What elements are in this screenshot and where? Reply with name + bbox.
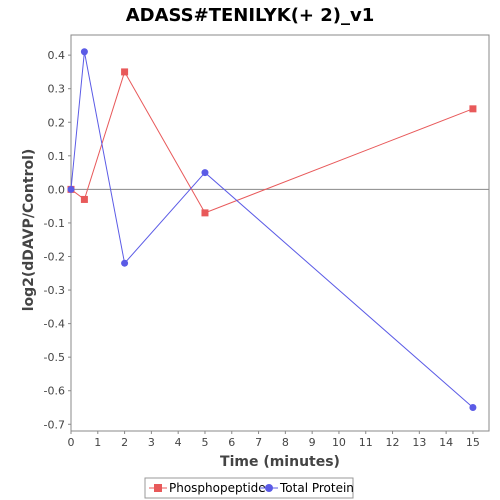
data-point-phosphopeptide (201, 209, 209, 217)
x-tick-label: 14 (439, 436, 453, 449)
y-tick-label: -0.3 (44, 284, 65, 297)
plot-area (70, 34, 490, 432)
y-tick-label: 0.1 (48, 150, 66, 163)
x-tick-label: 6 (228, 436, 235, 449)
data-point-total-protein (121, 259, 129, 267)
x-tick-label: 7 (255, 436, 262, 449)
x-tick-label: 2 (121, 436, 128, 449)
data-point-phosphopeptide (469, 105, 477, 113)
x-axis: 0 1 2 3 4 5 6 7 8 9 10 11 12 13 14 15 (68, 431, 480, 449)
x-axis-label: Time (minutes) (220, 454, 340, 470)
data-point-phosphopeptide (80, 195, 88, 203)
x-tick-label: 12 (386, 436, 400, 449)
legend: Phosphopeptide Total Protein (144, 477, 354, 499)
legend-label-phosphopeptide: Phosphopeptide (169, 481, 266, 495)
legend-label-total-protein: Total Protein (279, 481, 354, 495)
y-tick-label: -0.2 (44, 250, 65, 263)
legend-box (144, 477, 354, 499)
y-tick-label: -0.7 (44, 418, 65, 431)
chart-title: ADASS#TENILYK(+ 2)_v1 (126, 5, 375, 26)
y-tick-label: -0.5 (44, 351, 65, 364)
y-tick-label: 0.2 (48, 116, 66, 129)
x-tick-label: 8 (282, 436, 289, 449)
y-tick-label: 0.4 (48, 49, 66, 62)
data-point-total-protein (201, 169, 209, 177)
y-axis-label: log2(dDAVP/Control) (21, 149, 37, 312)
x-tick-label: 10 (332, 436, 346, 449)
y-tick-label: -0.1 (44, 217, 65, 230)
x-tick-label: 13 (412, 436, 426, 449)
data-point-total-protein (67, 185, 75, 193)
x-tick-label: 9 (309, 436, 316, 449)
x-tick-label: 5 (201, 436, 208, 449)
y-tick-label: -0.6 (44, 385, 65, 398)
y-axis: 0.4 0.3 0.2 0.1 0.0 -0.1 -0.2 -0.3 -0.4 -0.5 -0.6 -… (44, 49, 71, 431)
y-tick-label: -0.4 (44, 318, 65, 331)
x-tick-label: 11 (359, 436, 373, 449)
x-tick-label: 1 (94, 436, 101, 449)
data-point-total-protein (469, 404, 477, 412)
y-tick-label: 0.3 (48, 83, 66, 96)
legend-marker-total-protein (265, 484, 273, 492)
legend-marker-phosphopeptide (154, 484, 162, 492)
data-point-phosphopeptide (121, 68, 129, 76)
x-tick-label: 0 (68, 436, 75, 449)
x-tick-label: 15 (466, 436, 480, 449)
x-tick-label: 4 (175, 436, 182, 449)
x-tick-label: 3 (148, 436, 155, 449)
series-layer (67, 48, 477, 412)
y-tick-label: 0.0 (48, 183, 66, 196)
data-point-total-protein (80, 48, 88, 56)
